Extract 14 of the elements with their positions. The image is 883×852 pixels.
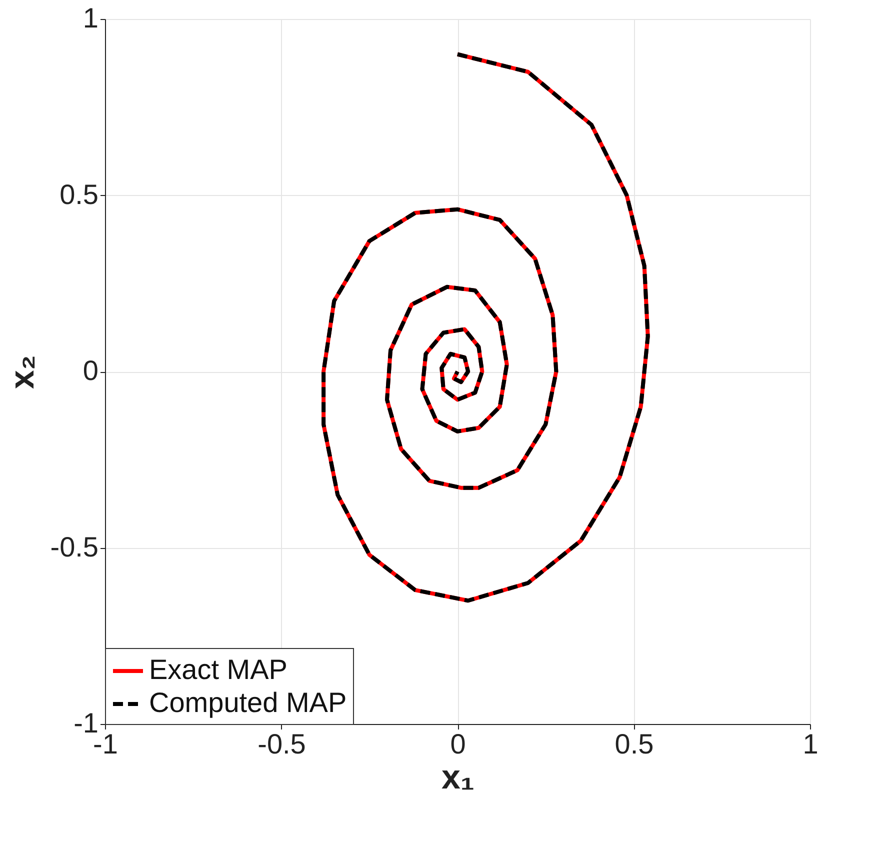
y-axis-title: x₂ <box>3 354 42 390</box>
legend-label: Exact MAP <box>149 654 288 685</box>
legend-label: Computed MAP <box>149 687 347 718</box>
y-tick-label: 0.5 <box>60 178 98 210</box>
x-tick-label: -0.5 <box>258 728 306 760</box>
line-series <box>322 52 650 603</box>
x-tick-label: 0 <box>450 728 466 760</box>
y-tick-label: -0.5 <box>50 531 98 562</box>
y-tick-label: -1 <box>74 708 98 738</box>
x-tick-label: 1 <box>802 728 818 760</box>
x-axis-title: x₁ <box>442 758 474 796</box>
y-tick-label: 1 <box>82 2 98 34</box>
x-tick-label: 0.5 <box>614 728 654 760</box>
y-tick-label: 0 <box>82 355 98 386</box>
